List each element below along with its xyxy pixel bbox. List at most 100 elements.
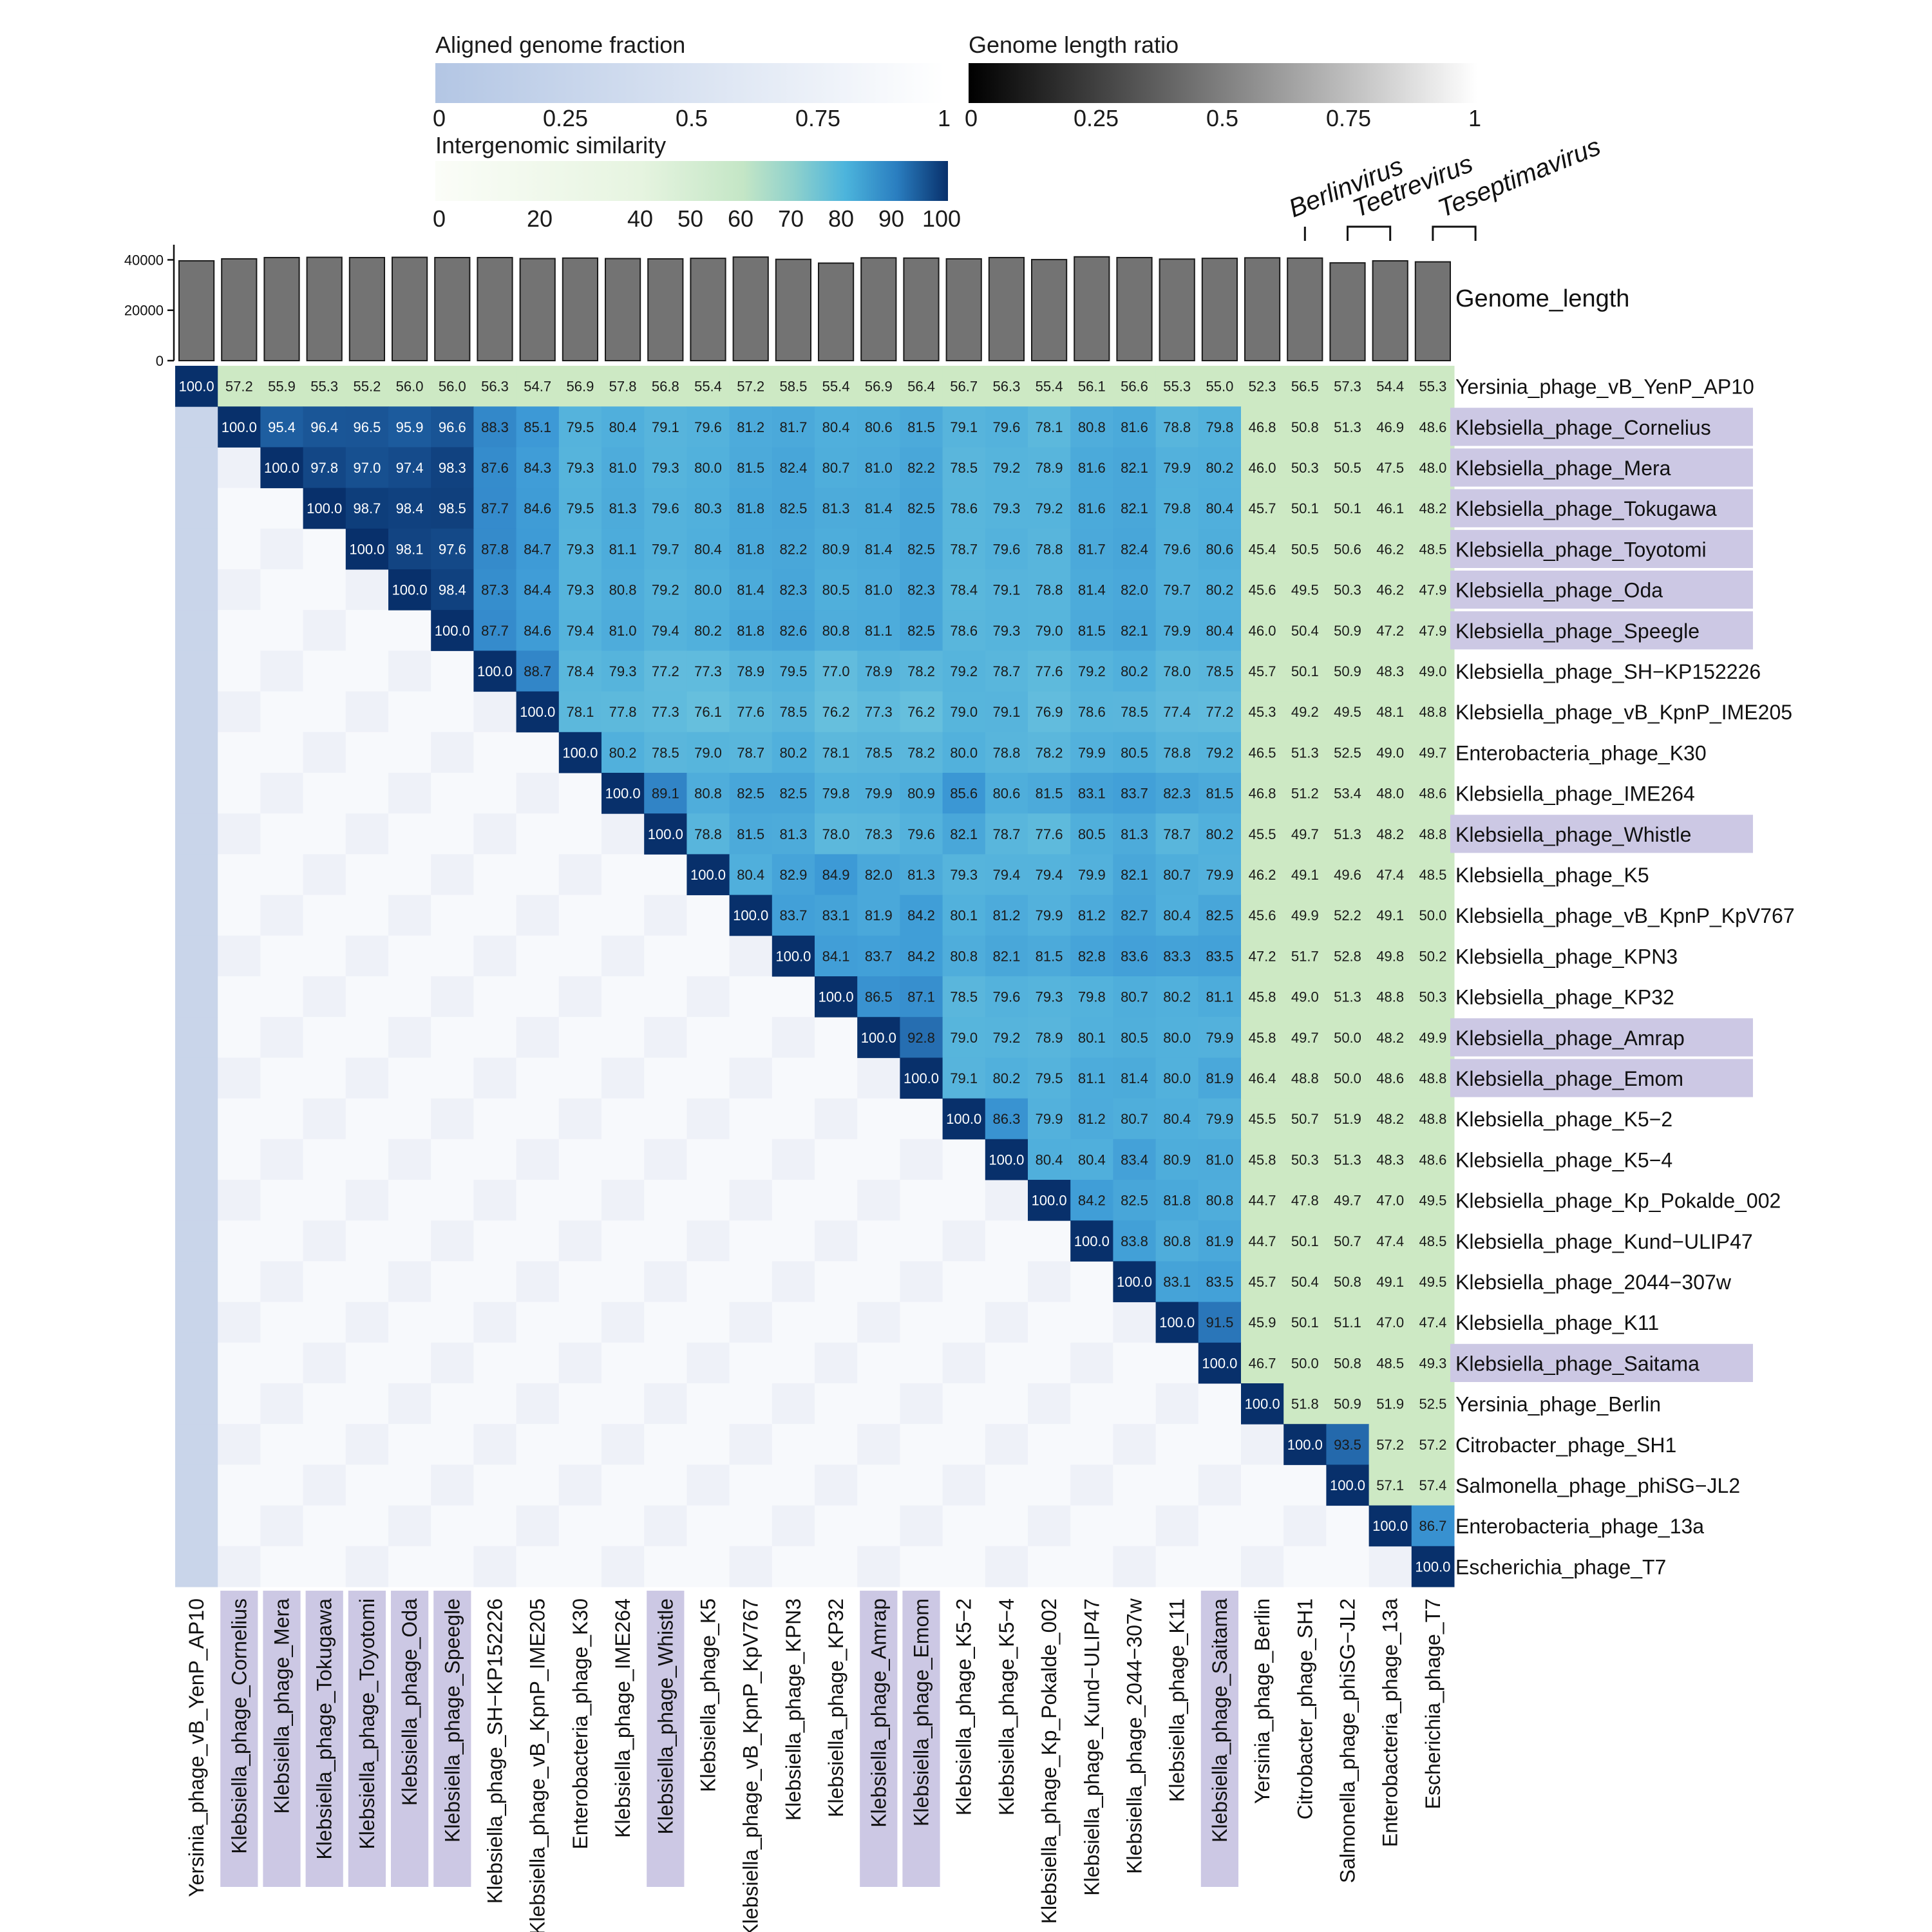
cell-value-9-28: 49.0 — [1376, 744, 1404, 761]
cell-value-19-24: 81.0 — [1206, 1151, 1233, 1168]
lower-cell-14-8 — [516, 935, 560, 977]
cell-4-22 — [1113, 528, 1157, 570]
lower-cell-29-16 — [857, 1546, 900, 1587]
cell-0-3 — [303, 366, 346, 407]
lower-cell-26-3 — [303, 1424, 346, 1465]
cell-21-25 — [1241, 1220, 1284, 1262]
cell-15-20 — [1028, 976, 1071, 1018]
cell-value-2-16: 81.0 — [865, 460, 893, 476]
row-label-12: Klebsiella_phage_K5 — [1455, 864, 1649, 887]
lower-cell-20-7 — [473, 1180, 517, 1221]
cell-4-12 — [687, 528, 730, 570]
cell-7-22 — [1113, 650, 1157, 692]
lower-cell-17-10 — [601, 1057, 645, 1099]
lower-cell-9-4 — [345, 732, 389, 773]
cell-value-25-25: 100.0 — [1245, 1396, 1280, 1412]
cell-0-6 — [431, 366, 474, 407]
row-highlight-2 — [1450, 448, 1753, 487]
lower-cell-8-6 — [431, 691, 474, 733]
cell-value-11-14: 81.3 — [779, 826, 807, 842]
cell-value-10-21: 83.1 — [1078, 786, 1106, 802]
bar-0 — [178, 260, 215, 362]
lower-cell-27-4 — [345, 1464, 389, 1506]
cell-24-29 — [1411, 1342, 1455, 1384]
cell-8-20 — [1028, 691, 1071, 733]
cell-3-28 — [1368, 488, 1412, 529]
cell-value-10-16: 79.9 — [865, 786, 893, 802]
cell-16-27 — [1326, 1017, 1370, 1058]
cell-value-24-27: 50.8 — [1334, 1355, 1361, 1371]
cell-0-19 — [985, 366, 1028, 407]
cell-16-17 — [900, 1017, 943, 1058]
lower-cell-23-1 — [218, 1302, 261, 1343]
lower-cell-26-1 — [218, 1424, 261, 1465]
lower-cell-29-4 — [345, 1546, 389, 1587]
cell-value-10-17: 80.9 — [907, 786, 935, 802]
cell-value-5-9: 79.3 — [566, 582, 594, 598]
cell-11-15 — [815, 813, 858, 855]
row-label-3: Klebsiella_phage_Tokugawa — [1455, 497, 1717, 520]
bar-2 — [263, 256, 300, 361]
cell-20-28 — [1368, 1180, 1412, 1221]
cell-value-7-23: 78.0 — [1163, 663, 1191, 679]
cell-9-24 — [1198, 732, 1242, 773]
cell-value-8-28: 48.1 — [1376, 704, 1404, 720]
cell-7-8 — [516, 650, 560, 692]
lower-cell-13-10 — [601, 895, 645, 936]
bar-1 — [221, 258, 258, 362]
cell-value-5-15: 80.5 — [822, 582, 850, 598]
col-highlight-3 — [305, 1591, 343, 1887]
cell-8-12 — [687, 691, 730, 733]
cell-value-0-16: 56.9 — [865, 379, 893, 395]
lower-cell-25-17 — [900, 1383, 943, 1425]
cell-12-23 — [1155, 854, 1199, 896]
cell-2-29 — [1411, 447, 1455, 489]
cell-value-2-21: 81.6 — [1078, 460, 1106, 476]
cell-28-29 — [1411, 1505, 1455, 1547]
cell-value-6-23: 79.9 — [1163, 623, 1191, 639]
cell-2-13 — [729, 447, 773, 489]
lower-cell-10-4 — [345, 773, 389, 814]
lower-cell-18-5 — [388, 1098, 431, 1140]
cell-21-26 — [1283, 1220, 1327, 1262]
cell-1-12 — [687, 406, 730, 448]
cell-value-26-28: 57.2 — [1376, 1437, 1404, 1453]
cell-13-17 — [900, 895, 943, 936]
cell-value-5-5: 100.0 — [392, 582, 428, 598]
legend-ratio-ticks: 0 0.25 0.5 0.75 1 — [965, 105, 1481, 131]
cell-value-23-27: 51.1 — [1334, 1314, 1361, 1331]
cell-value-12-19: 79.4 — [992, 867, 1020, 883]
cell-4-11 — [644, 528, 687, 570]
cell-19-24 — [1198, 1139, 1242, 1180]
cell-value-18-25: 45.5 — [1249, 1111, 1276, 1127]
cell-4-17 — [900, 528, 943, 570]
cell-12-27 — [1326, 854, 1370, 896]
cell-9-14 — [772, 732, 815, 773]
cell-value-2-15: 80.7 — [822, 460, 850, 476]
col-label-15: Klebsiella_phage_KP32 — [824, 1598, 848, 1817]
cell-0-17 — [900, 366, 943, 407]
cell-value-4-28: 46.2 — [1376, 541, 1404, 557]
cell-value-6-16: 81.1 — [865, 623, 893, 639]
cell-value-4-19: 79.6 — [992, 541, 1020, 557]
cell-2-25 — [1241, 447, 1284, 489]
cell-value-3-29: 48.2 — [1419, 500, 1446, 516]
lower-cell-23-16 — [857, 1302, 900, 1343]
cell-value-19-20: 80.4 — [1036, 1151, 1063, 1168]
cell-value-14-21: 82.8 — [1078, 948, 1106, 964]
lower-cell-19-2 — [260, 1139, 304, 1180]
cell-value-25-27: 50.9 — [1334, 1396, 1361, 1412]
lower-cell-5-0 — [175, 569, 218, 611]
bar-axis-ticklabel-1: 20000 — [124, 303, 164, 319]
bar-24 — [1201, 258, 1238, 361]
lower-cell-21-4 — [345, 1220, 389, 1262]
cell-value-13-29: 50.0 — [1419, 907, 1446, 923]
lower-cell-16-12 — [687, 1017, 730, 1058]
cell-value-23-23: 100.0 — [1159, 1314, 1195, 1331]
cell-value-3-25: 45.7 — [1249, 500, 1276, 516]
cell-value-15-17: 87.1 — [907, 989, 935, 1005]
lower-cell-26-18 — [942, 1424, 986, 1465]
cell-7-29 — [1411, 650, 1455, 692]
lower-cell-12-7 — [473, 854, 517, 896]
bar-4 — [348, 256, 385, 361]
